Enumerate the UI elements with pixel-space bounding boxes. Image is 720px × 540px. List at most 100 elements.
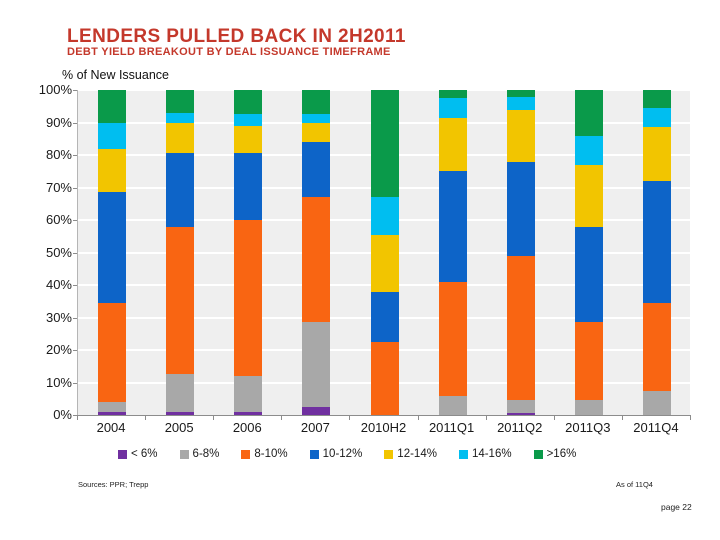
bar-segment->16%	[234, 90, 263, 115]
bar-segment-10-12%	[166, 153, 195, 227]
y-axis-tick	[73, 122, 77, 124]
bar-segment-8-10%	[574, 322, 603, 401]
legend-item: >16%	[533, 448, 576, 460]
sources-note: Sources: PPR; Trepp	[78, 480, 149, 489]
bar-segment->16%	[98, 90, 127, 123]
bar-segment-8-10%	[166, 226, 195, 375]
bar-segment-10-12%	[234, 153, 263, 220]
bar-segment-6-8%	[574, 400, 603, 415]
y-axis-tick	[73, 285, 77, 286]
y-axis-tick	[73, 187, 77, 189]
as-of-note: As of 11Q4	[616, 480, 653, 489]
legend-item: 14-16%	[458, 448, 512, 460]
bar-2011Q1	[438, 90, 467, 415]
bar-segment-14-16%	[370, 197, 399, 235]
bar-segment-14-16%	[574, 135, 603, 165]
bar-segment-< 6%	[302, 406, 331, 415]
y-axis-tick	[73, 220, 77, 221]
slide-title: LENDERS PULLED BACK IN 2H2011	[67, 26, 406, 47]
x-tick-label: 2006	[232, 420, 262, 435]
bar-segment-8-10%	[370, 341, 399, 415]
x-tick-label: 2011Q1	[428, 420, 475, 435]
bar-segment-14-16%	[166, 112, 195, 123]
bar-2005	[166, 90, 195, 415]
bar-2007	[302, 90, 331, 415]
bar-segment-6-8%	[234, 376, 263, 412]
bar-segment-14-16%	[438, 98, 467, 118]
bar-segment-12-14%	[234, 125, 263, 154]
y-tick-label: 80%	[45, 147, 72, 162]
x-axis-tick	[145, 416, 147, 420]
x-axis-line	[73, 415, 691, 416]
legend-item: < 6%	[118, 448, 158, 460]
bar-segment-6-8%	[642, 390, 671, 415]
legend-swatch-icon	[241, 449, 251, 459]
y-tick-label: 50%	[45, 244, 72, 260]
y-axis-tick	[73, 382, 77, 384]
y-axis-tick	[73, 90, 77, 91]
x-tick-label: 2010H2	[360, 420, 407, 435]
bar-2011Q2	[506, 90, 535, 415]
bar-segment-10-12%	[370, 291, 399, 342]
y-axis-tick	[73, 252, 77, 254]
legend-label: 10-12%	[322, 448, 363, 460]
x-tick-label: 2005	[164, 420, 194, 435]
legend-swatch-icon	[179, 449, 189, 459]
bar-segment-12-14%	[98, 148, 127, 193]
bar-segment-10-12%	[506, 161, 535, 256]
x-axis-tick	[349, 416, 351, 420]
bar-segment-12-14%	[302, 122, 331, 142]
bar-2011Q3	[574, 90, 603, 415]
bar-segment-10-12%	[574, 226, 603, 323]
bar-segment-6-8%	[506, 400, 535, 414]
x-axis-tick	[77, 416, 78, 420]
bar-segment-6-8%	[438, 395, 467, 415]
bar-segment-8-10%	[234, 220, 263, 376]
legend-label: < 6%	[131, 448, 158, 460]
bar-2011Q4	[642, 90, 671, 415]
legend-item: 12-14%	[384, 448, 437, 460]
bar-segment-10-12%	[642, 181, 671, 303]
bar-segment-< 6%	[234, 411, 263, 415]
bar-segment-8-10%	[642, 302, 671, 391]
y-tick-label: 100%	[38, 82, 72, 97]
bar-segment-12-14%	[574, 164, 603, 227]
bar-segment-12-14%	[370, 234, 399, 292]
y-tick-label: 60%	[45, 212, 72, 227]
legend-item: 10-12%	[309, 448, 363, 460]
y-axis-tick	[73, 317, 77, 319]
bar-segment->16%	[642, 90, 671, 108]
x-axis-tick	[621, 416, 623, 420]
bar-segment->16%	[302, 90, 331, 115]
y-tick-label: 30%	[45, 309, 72, 325]
chart-plot-area	[77, 89, 690, 415]
bar-segment->16%	[166, 90, 195, 113]
bar-segment->16%	[370, 90, 399, 198]
bar-segment-12-14%	[166, 122, 195, 154]
legend-swatch-icon	[458, 449, 468, 459]
bar-segment-14-16%	[98, 122, 127, 149]
bar-segment-6-8%	[98, 402, 127, 412]
legend-swatch-icon	[533, 449, 543, 459]
y-axis-tick	[73, 350, 77, 351]
x-axis-tick	[485, 416, 487, 420]
bar-segment-6-8%	[166, 374, 195, 412]
slide-subtitle: DEBT YIELD BREAKOUT BY DEAL ISSUANCE TIM…	[67, 46, 391, 58]
legend-swatch-icon	[384, 449, 394, 459]
x-tick-label: 2011Q4	[633, 420, 679, 435]
y-tick-label: 10%	[45, 374, 72, 390]
y-axis-title: % of New Issuance	[62, 68, 169, 82]
legend-label: 14-16%	[471, 448, 512, 460]
legend-swatch-icon	[118, 449, 127, 459]
bar-segment-10-12%	[438, 171, 467, 282]
y-tick-label: 40%	[45, 277, 72, 292]
x-axis-tick	[417, 416, 419, 420]
legend-label: 12-14%	[397, 448, 437, 460]
y-tick-label: 90%	[45, 114, 72, 130]
x-tick-label: 2011Q3	[565, 420, 611, 435]
legend-item: 6-8%	[179, 448, 219, 460]
chart-legend: < 6% 6-8% 8-10% 10-12% 12-14% 14-16% >16%	[118, 448, 576, 460]
bar-segment-14-16%	[234, 114, 263, 126]
x-tick-label: 2004	[96, 420, 126, 435]
